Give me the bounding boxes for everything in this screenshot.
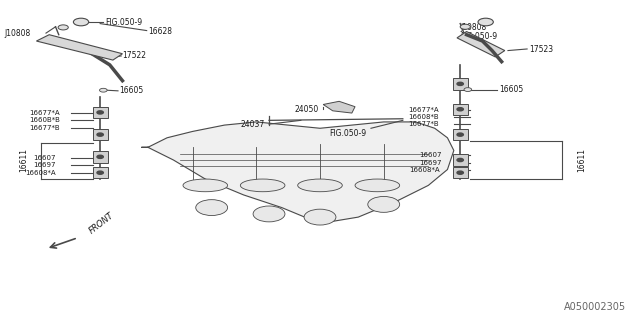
Text: 1660B*B: 1660B*B [29,117,60,123]
Bar [452,167,468,178]
Polygon shape [141,122,454,223]
Text: 16677*A: 16677*A [408,107,438,113]
Polygon shape [323,101,355,113]
Text: 16677*A: 16677*A [29,110,60,116]
Circle shape [97,133,103,136]
Text: 16608*A: 16608*A [409,167,440,173]
Text: J10808: J10808 [4,28,31,38]
Circle shape [196,200,228,215]
Circle shape [58,25,68,30]
Polygon shape [36,35,122,60]
Text: 24037: 24037 [241,120,264,129]
Circle shape [97,111,103,114]
Circle shape [97,171,103,174]
Ellipse shape [241,179,285,192]
Circle shape [457,158,463,162]
Text: 16611: 16611 [19,148,28,172]
Text: 16608*B: 16608*B [408,114,438,120]
Bar [93,167,108,178]
Bar [452,78,468,90]
Text: 16608*A: 16608*A [26,170,56,176]
Polygon shape [457,32,505,57]
Circle shape [304,209,336,225]
Bar [93,107,108,118]
Text: 16677*B: 16677*B [29,125,60,131]
Ellipse shape [355,179,399,192]
Text: FIG.050-9: FIG.050-9 [460,32,497,41]
Bar [93,151,108,163]
Text: FRONT: FRONT [88,211,116,236]
Text: 16605: 16605 [500,85,524,94]
Circle shape [464,88,472,92]
Ellipse shape [298,179,342,192]
Circle shape [457,108,463,111]
Text: 16628: 16628 [148,27,172,36]
Circle shape [368,196,399,212]
Bar [452,129,468,140]
Circle shape [457,133,463,136]
Text: 16607: 16607 [33,156,56,161]
Bar [452,154,468,166]
Ellipse shape [183,179,228,192]
Bar [452,104,468,115]
Bar [93,129,108,140]
Text: A050002305: A050002305 [564,302,626,312]
Text: 17522: 17522 [122,52,147,60]
Text: FIG.050-9: FIG.050-9 [330,129,367,138]
Circle shape [74,18,89,26]
Circle shape [457,82,463,85]
Text: 16611: 16611 [577,148,586,172]
Circle shape [253,206,285,222]
Circle shape [460,24,470,29]
Circle shape [457,171,463,174]
Text: 16605: 16605 [119,86,143,95]
Text: 16697: 16697 [33,162,56,168]
Text: J10808: J10808 [460,23,486,32]
Text: 17523: 17523 [529,45,553,54]
Circle shape [97,155,103,158]
Circle shape [100,88,107,92]
Text: 16697: 16697 [419,160,441,165]
Text: 16607: 16607 [419,152,441,158]
Text: 16677*B: 16677*B [408,122,438,127]
Text: FIG.050-9: FIG.050-9 [105,18,142,27]
Circle shape [478,18,493,26]
Text: 24050: 24050 [294,105,319,114]
